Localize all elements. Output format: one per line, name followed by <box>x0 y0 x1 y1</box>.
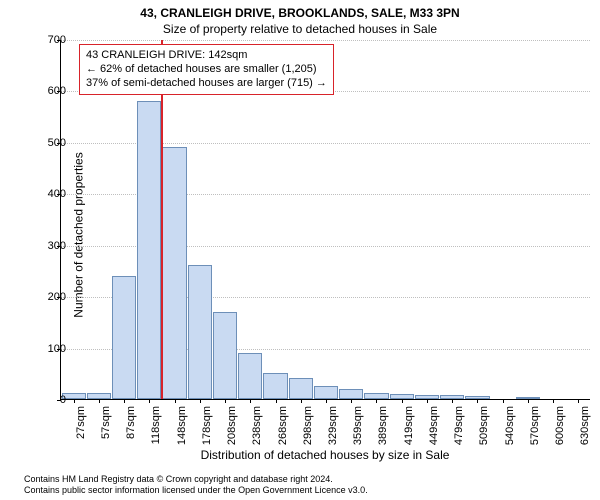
annotation-line-3: 37% of semi-detached houses are larger (… <box>86 77 327 91</box>
x-tick-label: 570sqm <box>529 406 541 452</box>
x-tick-mark <box>175 399 176 403</box>
footer-line-2: Contains public sector information licen… <box>24 485 368 496</box>
x-tick-label: 389sqm <box>377 406 389 452</box>
histogram-bar <box>263 373 287 399</box>
histogram-bar <box>162 147 186 399</box>
chart-title-2: Size of property relative to detached ho… <box>0 22 600 36</box>
x-tick-mark <box>326 399 327 403</box>
y-tick-label: 200 <box>30 291 66 303</box>
x-tick-mark <box>503 399 504 403</box>
x-tick-mark <box>402 399 403 403</box>
chart-page: { "chart": { "type": "histogram", "title… <box>0 0 600 500</box>
x-tick-mark <box>578 399 579 403</box>
x-tick-label: 479sqm <box>453 406 465 452</box>
histogram-bar <box>112 276 136 399</box>
y-tick-label: 0 <box>30 394 66 406</box>
x-tick-mark <box>528 399 529 403</box>
x-tick-label: 419sqm <box>403 406 415 452</box>
x-tick-label: 27sqm <box>75 406 87 452</box>
x-tick-mark <box>427 399 428 403</box>
histogram-bar <box>289 378 313 399</box>
gridline <box>61 40 590 41</box>
x-tick-label: 449sqm <box>428 406 440 452</box>
histogram-bar <box>314 386 338 399</box>
x-tick-mark <box>99 399 100 403</box>
x-tick-label: 178sqm <box>201 406 213 452</box>
x-tick-label: 630sqm <box>579 406 591 452</box>
y-tick-label: 600 <box>30 85 66 97</box>
x-tick-label: 118sqm <box>150 406 162 452</box>
x-tick-label: 298sqm <box>302 406 314 452</box>
y-tick-label: 500 <box>30 137 66 149</box>
y-tick-label: 300 <box>30 240 66 252</box>
x-tick-label: 509sqm <box>478 406 490 452</box>
x-tick-mark <box>452 399 453 403</box>
histogram-bar <box>137 101 161 399</box>
annotation-line-1: 43 CRANLEIGH DRIVE: 142sqm <box>86 49 327 63</box>
chart-title-1: 43, CRANLEIGH DRIVE, BROOKLANDS, SALE, M… <box>0 6 600 20</box>
histogram-bar <box>213 312 237 399</box>
histogram-bar <box>188 265 212 399</box>
y-tick-label: 100 <box>30 343 66 355</box>
x-tick-mark <box>149 399 150 403</box>
x-tick-label: 268sqm <box>277 406 289 452</box>
y-tick-label: 700 <box>30 34 66 46</box>
footer-attribution: Contains HM Land Registry data © Crown c… <box>24 474 368 496</box>
x-tick-label: 238sqm <box>251 406 263 452</box>
x-tick-mark <box>276 399 277 403</box>
x-tick-mark <box>301 399 302 403</box>
x-tick-label: 329sqm <box>327 406 339 452</box>
annotation-box: 43 CRANLEIGH DRIVE: 142sqm← 62% of detac… <box>79 44 334 95</box>
x-tick-label: 148sqm <box>176 406 188 452</box>
x-tick-mark <box>376 399 377 403</box>
y-tick-label: 400 <box>30 188 66 200</box>
x-tick-mark <box>477 399 478 403</box>
annotation-line-2: ← 62% of detached houses are smaller (1,… <box>86 63 327 77</box>
histogram-bar <box>339 389 363 399</box>
plot-area: 43 CRANLEIGH DRIVE: 142sqm← 62% of detac… <box>60 40 590 400</box>
x-tick-label: 87sqm <box>125 406 137 452</box>
x-tick-mark <box>553 399 554 403</box>
x-tick-mark <box>225 399 226 403</box>
x-tick-mark <box>200 399 201 403</box>
x-tick-label: 540sqm <box>504 406 516 452</box>
x-tick-label: 208sqm <box>226 406 238 452</box>
x-tick-mark <box>351 399 352 403</box>
x-tick-label: 600sqm <box>554 406 566 452</box>
x-tick-mark <box>74 399 75 403</box>
x-tick-mark <box>250 399 251 403</box>
histogram-bar <box>238 353 262 399</box>
x-tick-label: 57sqm <box>100 406 112 452</box>
x-tick-label: 359sqm <box>352 406 364 452</box>
x-tick-mark <box>124 399 125 403</box>
footer-line-1: Contains HM Land Registry data © Crown c… <box>24 474 368 485</box>
